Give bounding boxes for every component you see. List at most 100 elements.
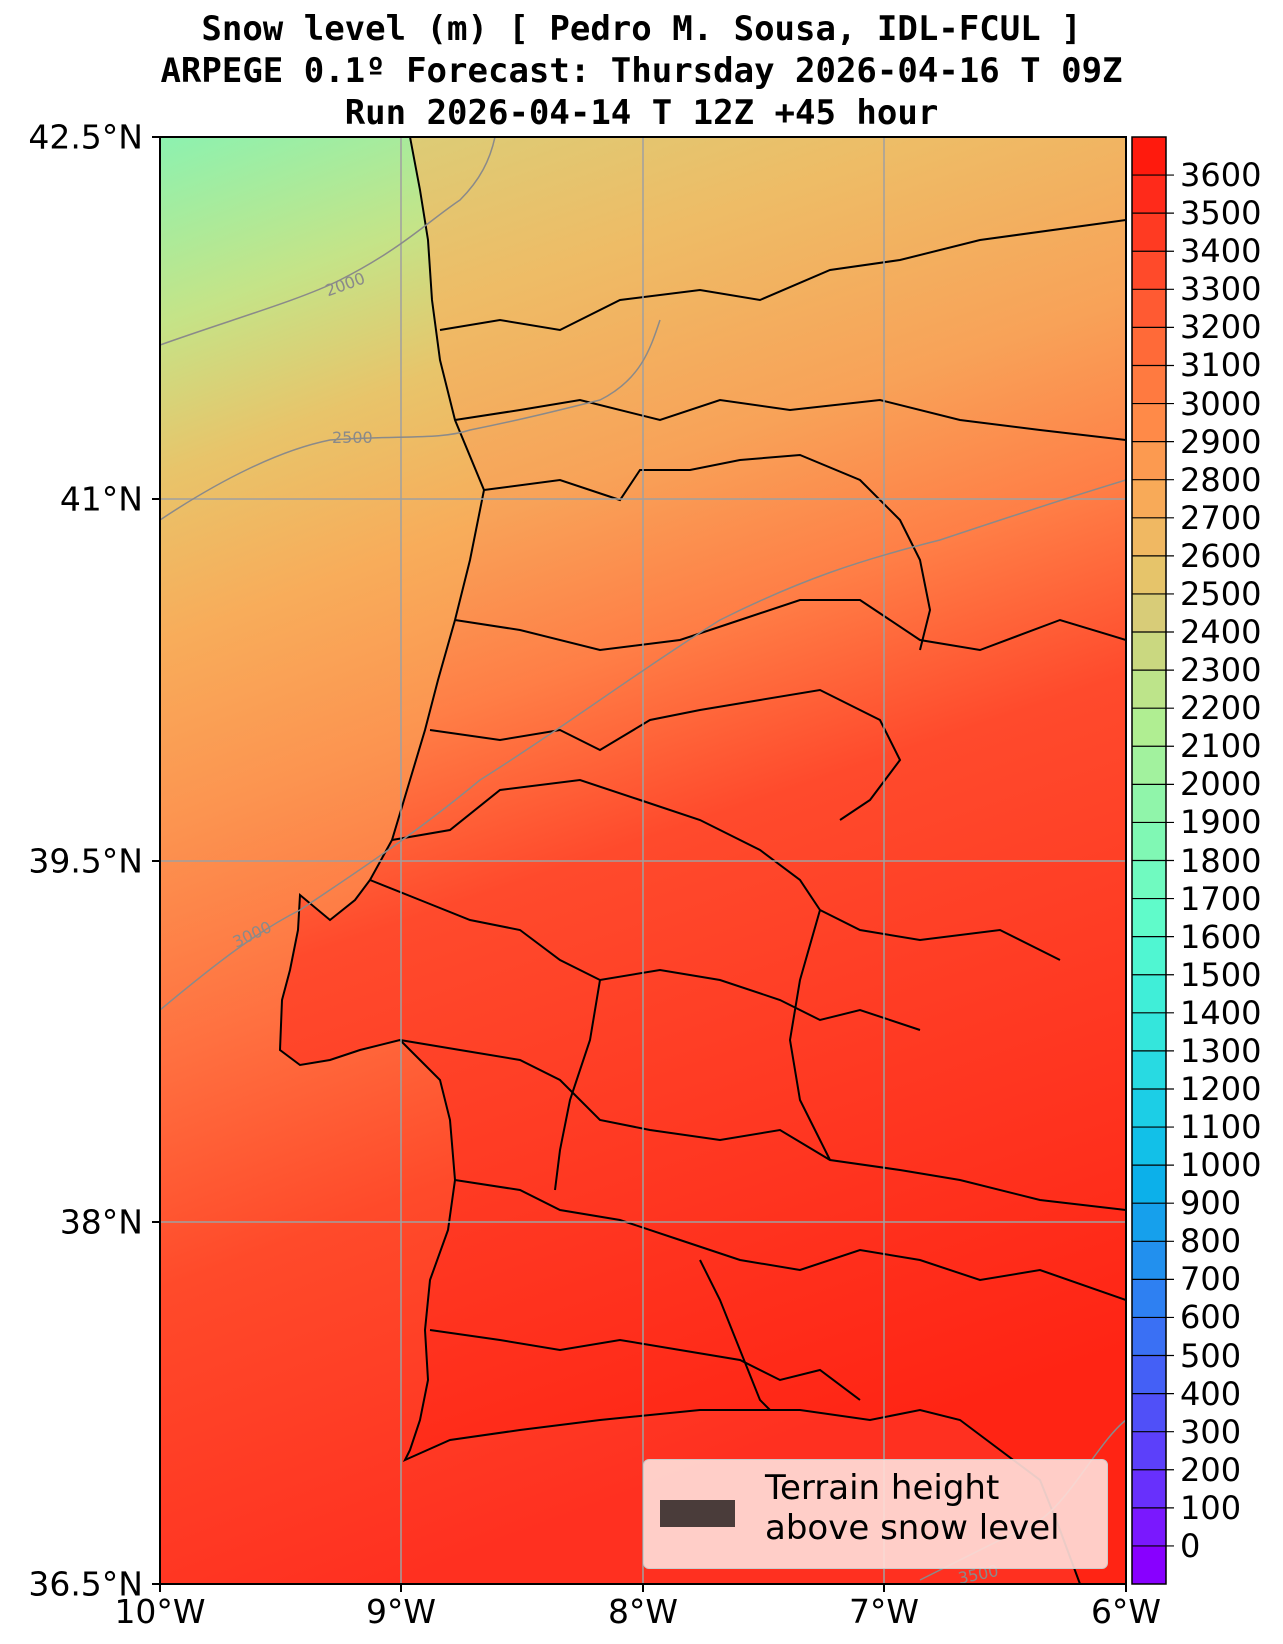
- colorbar-tick-label: 400: [1180, 1374, 1242, 1413]
- colorbar-tick-label: 3600: [1180, 156, 1262, 195]
- colorbar-tick-label: 1900: [1180, 803, 1262, 842]
- colorbar-segment: [1132, 936, 1166, 976]
- colorbar-tick-label: 2500: [1180, 574, 1262, 613]
- colorbar-tick-label: 2300: [1180, 651, 1262, 690]
- colorbar-tick-label: 3200: [1180, 308, 1262, 347]
- colorbar-tick-label: 2900: [1180, 422, 1262, 461]
- legend-line-1: Terrain height: [765, 1468, 1000, 1508]
- colorbar-segment: [1132, 175, 1166, 214]
- lon-label-7w: 7°W: [848, 1592, 920, 1631]
- colorbar-segment: [1132, 974, 1166, 1014]
- colorbar-segment: [1132, 327, 1166, 366]
- legend-line-2: above snow level: [765, 1508, 1060, 1548]
- colorbar-tick-label: 2000: [1180, 765, 1262, 804]
- colorbar-tick-label: 1800: [1180, 841, 1262, 880]
- colorbar-segment: [1132, 1241, 1166, 1280]
- colorbar-frame: [1131, 136, 1167, 1585]
- colorbar-segment: [1132, 137, 1166, 176]
- colorbar-segment: [1132, 555, 1166, 595]
- colorbar-segment: [1132, 289, 1166, 328]
- colorbar-segment: [1132, 593, 1166, 633]
- lon-label-6w: 6°W: [1090, 1592, 1162, 1631]
- colorbar-tick-label: 100: [1180, 1488, 1242, 1527]
- colorbar-tick-label: 1400: [1180, 993, 1262, 1032]
- colorbar-segment: [1132, 213, 1166, 252]
- title-line-2: ARPEGE 0.1º Forecast: Thursday 2026-04-1…: [160, 51, 1123, 91]
- colorbar-segment: [1132, 1317, 1166, 1357]
- colorbar-tick-label: 600: [1180, 1298, 1242, 1337]
- colorbar-tick-label: 2100: [1180, 727, 1262, 766]
- colorbar-segment: [1132, 1279, 1166, 1318]
- colorbar-tick-label: 1700: [1180, 879, 1262, 918]
- colorbar-segment: [1132, 1469, 1166, 1509]
- colorbar-segment: [1132, 1165, 1166, 1204]
- colorbar-tick-label: 1200: [1180, 1069, 1262, 1108]
- colorbar-segment: [1132, 708, 1166, 747]
- colorbar-tick-label: 2700: [1180, 498, 1262, 537]
- colorbar-tick-label: 900: [1180, 1184, 1242, 1223]
- colorbar-segment: [1132, 822, 1166, 861]
- colorbar-tick-label: 3000: [1180, 384, 1262, 423]
- colorbar-segment: [1132, 746, 1166, 785]
- colorbar-segment: [1132, 784, 1166, 823]
- district-boundaries: [369, 219, 1126, 1411]
- colorbar-tick-label: 500: [1180, 1336, 1242, 1375]
- lat-label-42-5: 42.5°N: [28, 117, 143, 157]
- colorbar-tick-label: 1000: [1180, 1146, 1262, 1185]
- colorbar-segment: [1132, 1431, 1166, 1471]
- colorbar-segment: [1132, 898, 1166, 938]
- colorbar-segment: [1132, 1088, 1166, 1128]
- colorbar-tick-label: 200: [1180, 1450, 1242, 1489]
- colorbar-tick-label: 3400: [1180, 232, 1262, 271]
- title-line-3: Run 2026-04-14 T 12Z +45 hour: [344, 93, 939, 133]
- colorbar-tick-label: 2200: [1180, 689, 1262, 728]
- colorbar-tick-label: 800: [1180, 1222, 1242, 1261]
- colorbar-tick-label: 300: [1180, 1412, 1242, 1451]
- axis-ticks: [152, 136, 1127, 1592]
- colorbar-segment: [1132, 251, 1166, 290]
- colorbar-segment: [1132, 1545, 1166, 1585]
- title-line-1: Snow level (m) [ Pedro M. Sousa, IDL-FCU…: [201, 9, 1082, 49]
- colorbar-tick-label: 1300: [1180, 1031, 1262, 1070]
- colorbar-segment: [1132, 403, 1166, 443]
- lon-label-9w: 9°W: [365, 1592, 437, 1631]
- colorbar-segment: [1132, 1127, 1166, 1166]
- colorbar-tick-label: 0: [1180, 1526, 1201, 1565]
- legend-text: Terrain height above snow level: [765, 1468, 1060, 1548]
- contour-label-2500: 2500: [332, 428, 373, 447]
- colorbar: [1132, 137, 1174, 1585]
- colorbar-tick-label: 3100: [1180, 346, 1262, 385]
- colorbar-tick-label: 1100: [1180, 1108, 1262, 1147]
- lat-label-41: 41°N: [59, 479, 143, 519]
- colorbar-segment: [1132, 670, 1166, 709]
- colorbar-segment: [1132, 365, 1166, 405]
- colorbar-tick-label: 2800: [1180, 460, 1262, 499]
- colorbar-segment: [1132, 1012, 1166, 1052]
- lat-label-36-5: 36.5°N: [28, 1564, 143, 1604]
- colorbar-segment: [1132, 1507, 1166, 1547]
- colorbar-tick-label: 1500: [1180, 955, 1262, 994]
- colorbar-segment: [1132, 1050, 1166, 1090]
- colorbar-segment: [1132, 479, 1166, 519]
- colorbar-segment: [1132, 1393, 1166, 1433]
- colorbar-tick-label: 1600: [1180, 917, 1262, 956]
- colorbar-segment: [1132, 441, 1166, 481]
- colorbar-segment: [1132, 517, 1166, 557]
- colorbar-tick-label: 3500: [1180, 194, 1262, 233]
- lat-label-39-5: 39.5°N: [28, 841, 143, 881]
- lon-label-8w: 8°W: [607, 1592, 679, 1631]
- colorbar-tick-label: 2400: [1180, 613, 1262, 652]
- colorbar-tick-label: 2600: [1180, 536, 1262, 575]
- colorbar-tick-label: 700: [1180, 1260, 1242, 1299]
- graticule: [160, 137, 1126, 1584]
- colorbar-segment: [1132, 632, 1166, 671]
- colorbar-segment: [1132, 1355, 1166, 1395]
- colorbar-segment: [1132, 860, 1166, 900]
- lat-label-38: 38°N: [59, 1202, 143, 1242]
- colorbar-tick-label: 3300: [1180, 270, 1262, 309]
- legend-swatch: [660, 1500, 735, 1527]
- colorbar-segment: [1132, 1203, 1166, 1242]
- lon-label-10w: 10°W: [114, 1592, 206, 1631]
- legend: Terrain height above snow level: [643, 1459, 1108, 1569]
